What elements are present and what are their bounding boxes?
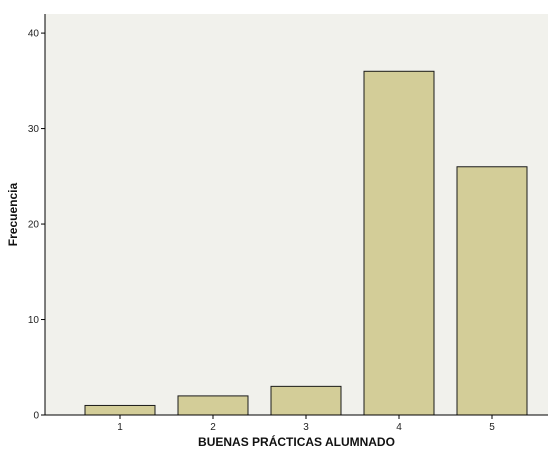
- y-tick-label: 40: [28, 29, 40, 40]
- x-tick-label: 3: [303, 422, 309, 433]
- x-tick-label: 5: [489, 422, 495, 433]
- x-tick-label: 4: [396, 422, 402, 433]
- x-axis-title: BUENAS PRÁCTICAS ALUMNADO: [198, 434, 395, 449]
- x-tick-label: 1: [117, 422, 123, 433]
- y-tick-label: 10: [28, 315, 40, 326]
- y-axis-title: Frecuencia: [6, 182, 20, 246]
- y-tick-label: 20: [28, 220, 40, 231]
- bar: [84, 404, 156, 416]
- bar: [270, 385, 342, 416]
- bar: [456, 166, 528, 416]
- y-tick-label: 30: [28, 124, 40, 135]
- bar: [363, 70, 435, 416]
- bars: [84, 70, 528, 416]
- x-axis-ticks: 1 2 3 4 5: [117, 415, 495, 433]
- bar: [177, 395, 249, 416]
- y-axis-ticks: 0 10 20 30 40: [28, 29, 45, 422]
- x-tick-label: 2: [210, 422, 216, 433]
- y-tick-label: 0: [33, 411, 39, 422]
